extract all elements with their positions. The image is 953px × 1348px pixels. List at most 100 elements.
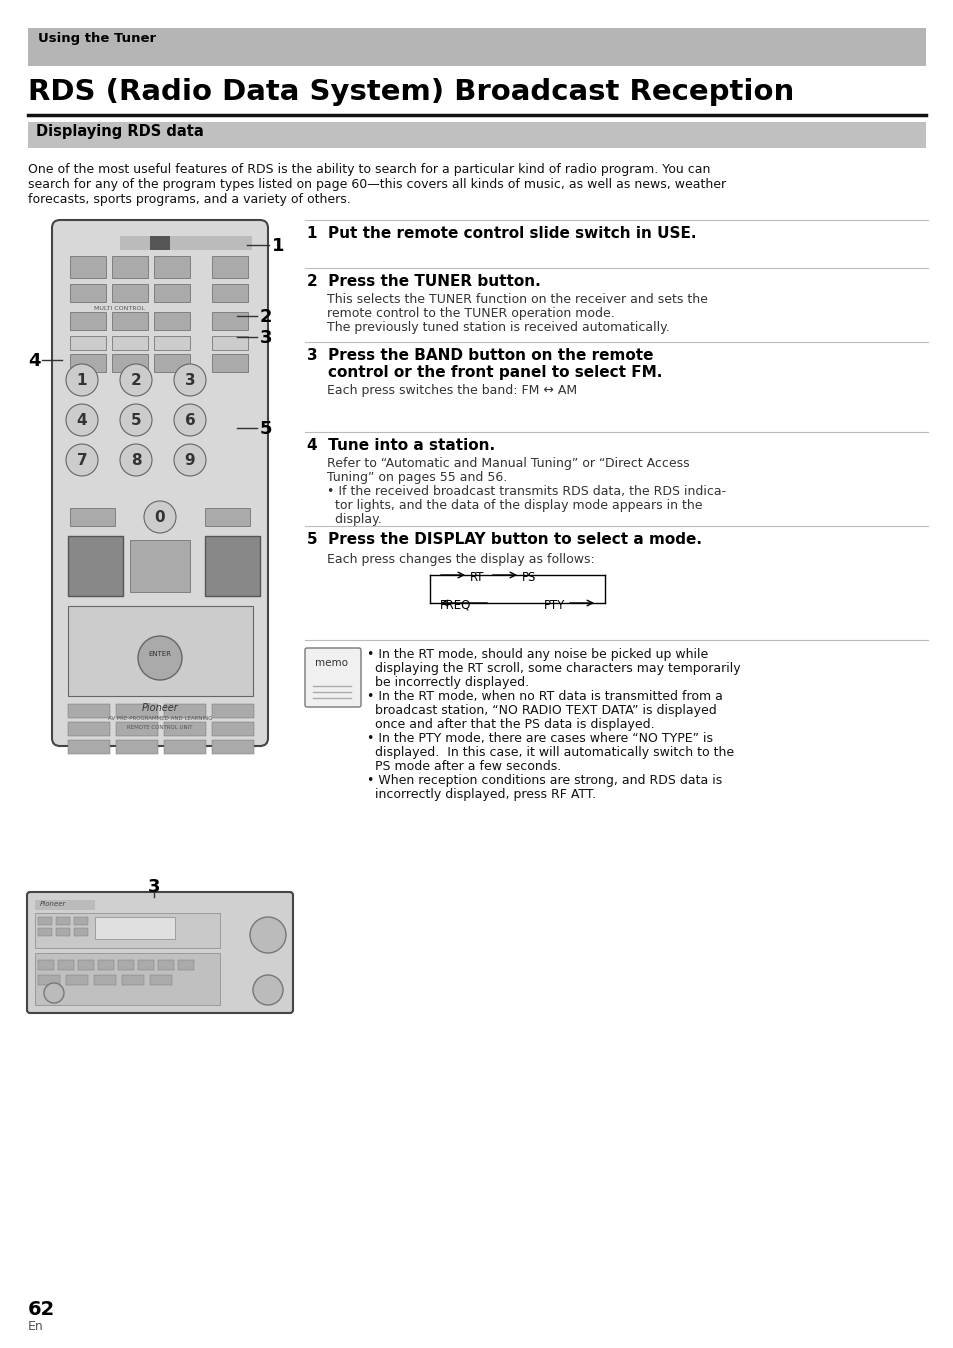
Bar xyxy=(68,723,110,736)
Bar xyxy=(150,975,172,985)
Bar xyxy=(70,336,106,350)
Bar xyxy=(158,960,173,971)
Text: control or the front panel to select FM.: control or the front panel to select FM. xyxy=(307,365,661,380)
Bar xyxy=(212,256,248,278)
Bar xyxy=(212,336,248,350)
Text: forecasts, sports programs, and a variety of others.: forecasts, sports programs, and a variet… xyxy=(28,193,351,206)
Bar xyxy=(38,960,54,971)
Bar xyxy=(153,311,190,330)
Circle shape xyxy=(173,404,206,435)
Text: display.: display. xyxy=(327,514,381,526)
Text: 2: 2 xyxy=(131,373,141,388)
Bar xyxy=(164,740,206,754)
Circle shape xyxy=(144,501,175,532)
FancyBboxPatch shape xyxy=(305,648,360,706)
Bar xyxy=(68,607,253,696)
Text: remote control to the TUNER operation mode.: remote control to the TUNER operation mo… xyxy=(327,307,614,319)
Bar xyxy=(58,960,74,971)
Bar xyxy=(164,704,206,718)
Text: • In the RT mode, when no RT data is transmitted from a: • In the RT mode, when no RT data is tra… xyxy=(367,690,722,704)
Text: • In the RT mode, should any noise be picked up while: • In the RT mode, should any noise be pi… xyxy=(367,648,707,661)
Text: REMOTE CONTROL UNIT: REMOTE CONTROL UNIT xyxy=(127,725,193,731)
Text: • When reception conditions are strong, and RDS data is: • When reception conditions are strong, … xyxy=(367,774,721,787)
Bar xyxy=(70,508,115,526)
Text: 6: 6 xyxy=(185,412,195,429)
Bar xyxy=(56,927,70,936)
Bar xyxy=(66,975,88,985)
Bar xyxy=(38,927,52,936)
Bar xyxy=(118,960,133,971)
Text: Each press changes the display as follows:: Each press changes the display as follow… xyxy=(327,553,594,566)
Circle shape xyxy=(120,364,152,396)
Text: This selects the TUNER function on the receiver and sets the: This selects the TUNER function on the r… xyxy=(327,293,707,306)
Text: 0: 0 xyxy=(154,510,165,524)
Text: displayed.  In this case, it will automatically switch to the: displayed. In this case, it will automat… xyxy=(367,745,734,759)
Text: broadcast station, “NO RADIO TEXT DATA” is displayed: broadcast station, “NO RADIO TEXT DATA” … xyxy=(367,704,716,717)
Bar xyxy=(68,704,110,718)
Circle shape xyxy=(120,404,152,435)
Text: ENTER: ENTER xyxy=(149,651,172,656)
Text: 1: 1 xyxy=(272,237,284,255)
Bar xyxy=(150,236,170,249)
Text: displaying the RT scroll, some characters may temporarily: displaying the RT scroll, some character… xyxy=(367,662,740,675)
Text: Using the Tuner: Using the Tuner xyxy=(38,32,156,44)
Text: 5: 5 xyxy=(131,412,141,429)
Text: PS: PS xyxy=(521,572,536,584)
Text: 5: 5 xyxy=(260,421,273,438)
Text: Tuning” on pages 55 and 56.: Tuning” on pages 55 and 56. xyxy=(327,470,507,484)
Bar xyxy=(28,123,925,148)
Bar xyxy=(212,723,253,736)
Bar xyxy=(116,704,158,718)
Circle shape xyxy=(66,404,98,435)
Text: 3  Press the BAND button on the remote: 3 Press the BAND button on the remote xyxy=(307,348,653,363)
Text: once and after that the PS data is displayed.: once and after that the PS data is displ… xyxy=(367,718,654,731)
Bar xyxy=(212,284,248,302)
Bar xyxy=(70,284,106,302)
Text: Refer to “Automatic and Manual Tuning” or “Direct Access: Refer to “Automatic and Manual Tuning” o… xyxy=(327,457,689,470)
Text: En: En xyxy=(28,1320,44,1333)
Text: 1  Put the remote control slide switch in USE.: 1 Put the remote control slide switch in… xyxy=(307,226,696,241)
Text: PS mode after a few seconds.: PS mode after a few seconds. xyxy=(367,760,560,772)
Circle shape xyxy=(120,443,152,476)
Bar xyxy=(78,960,94,971)
Bar xyxy=(35,900,95,910)
Bar xyxy=(164,723,206,736)
Text: tor lights, and the data of the display mode appears in the: tor lights, and the data of the display … xyxy=(327,499,701,512)
Bar xyxy=(116,723,158,736)
Bar xyxy=(130,541,190,592)
Text: 3: 3 xyxy=(148,878,160,896)
Bar xyxy=(70,311,106,330)
Bar xyxy=(153,336,190,350)
Circle shape xyxy=(253,975,283,1006)
Circle shape xyxy=(173,364,206,396)
Text: RDS (Radio Data System) Broadcast Reception: RDS (Radio Data System) Broadcast Recept… xyxy=(28,78,794,106)
Bar xyxy=(212,704,253,718)
Text: • If the received broadcast transmits RDS data, the RDS indica-: • If the received broadcast transmits RD… xyxy=(327,485,725,497)
Circle shape xyxy=(44,983,64,1003)
Text: PTY: PTY xyxy=(543,599,564,612)
Text: incorrectly displayed, press RF ATT.: incorrectly displayed, press RF ATT. xyxy=(367,789,596,801)
Circle shape xyxy=(66,443,98,476)
Text: 2  Press the TUNER button.: 2 Press the TUNER button. xyxy=(307,274,540,288)
Text: Displaying RDS data: Displaying RDS data xyxy=(36,124,204,139)
Bar xyxy=(68,740,110,754)
Bar xyxy=(94,975,116,985)
Bar xyxy=(205,537,260,596)
FancyBboxPatch shape xyxy=(27,892,293,1012)
Text: 9: 9 xyxy=(185,453,195,468)
Bar xyxy=(120,236,252,249)
Bar xyxy=(116,740,158,754)
Text: The previously tuned station is received automatically.: The previously tuned station is received… xyxy=(327,321,669,334)
Text: RT: RT xyxy=(470,572,484,584)
Bar xyxy=(212,355,248,372)
Text: Each press switches the band: FM ↔ AM: Each press switches the band: FM ↔ AM xyxy=(327,384,577,398)
Bar xyxy=(122,975,144,985)
Text: MULTI CONTROL: MULTI CONTROL xyxy=(94,306,146,311)
Text: 62: 62 xyxy=(28,1299,55,1318)
Bar xyxy=(74,927,88,936)
Circle shape xyxy=(66,364,98,396)
Bar xyxy=(112,256,148,278)
Text: 2: 2 xyxy=(260,307,273,326)
FancyBboxPatch shape xyxy=(52,220,268,745)
Bar xyxy=(56,917,70,925)
